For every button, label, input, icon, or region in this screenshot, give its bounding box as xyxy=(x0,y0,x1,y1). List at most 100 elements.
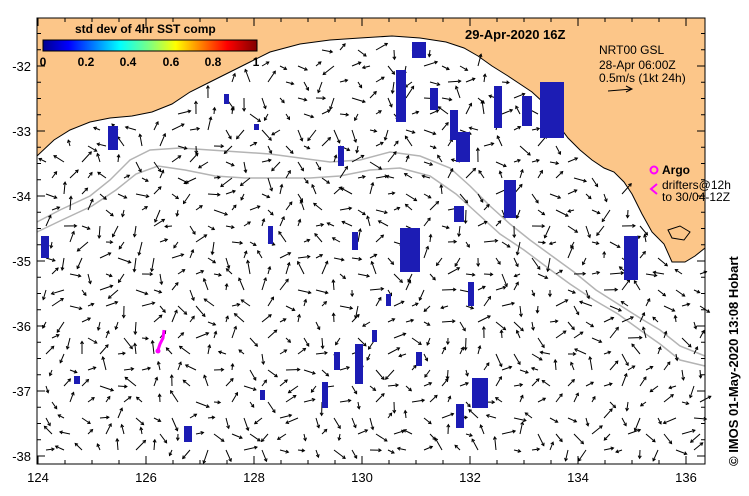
current-arrow xyxy=(182,379,191,387)
current-arrow xyxy=(578,449,587,462)
current-arrow xyxy=(225,190,236,195)
current-arrow xyxy=(267,369,278,378)
current-arrowhead xyxy=(263,379,267,384)
current-arrowhead xyxy=(182,379,187,384)
current-arrowhead xyxy=(119,407,123,412)
current-arrowhead xyxy=(232,204,237,209)
current-arrowhead xyxy=(524,412,529,416)
current-arrowhead xyxy=(652,457,656,462)
current-arrowhead xyxy=(305,87,309,91)
current-arrow xyxy=(124,376,137,387)
current-arrowhead xyxy=(637,235,642,240)
current-arrowhead xyxy=(366,273,371,278)
current-arrowhead xyxy=(395,140,399,145)
current-arrowhead xyxy=(285,420,290,424)
current-arrow xyxy=(351,314,360,323)
current-arrowhead xyxy=(562,330,567,335)
current-arrowhead xyxy=(261,361,266,365)
current-arrow xyxy=(375,393,385,403)
current-arrowhead xyxy=(399,279,403,283)
current-arrow xyxy=(411,111,419,115)
current-arrow xyxy=(339,79,348,83)
current-arrow xyxy=(465,305,474,309)
current-arrowhead xyxy=(378,110,382,114)
current-arrowhead xyxy=(238,435,243,439)
current-arrowhead xyxy=(539,350,544,355)
current-arrowhead xyxy=(299,137,304,142)
current-arrow xyxy=(207,257,216,264)
current-arrowhead xyxy=(181,269,186,273)
current-arrowhead xyxy=(464,415,469,420)
current-arrowhead xyxy=(233,325,238,330)
current-arrow xyxy=(42,289,47,300)
current-arrow xyxy=(236,129,245,140)
current-arrowhead xyxy=(240,299,245,303)
current-arrow xyxy=(441,225,450,229)
current-arrowhead xyxy=(302,347,307,352)
current-arrow xyxy=(141,367,151,371)
current-arrow xyxy=(555,145,561,155)
current-arrowhead xyxy=(90,198,94,203)
current-arrowhead xyxy=(404,135,409,140)
current-arrowhead xyxy=(632,223,636,228)
current-arrow xyxy=(171,310,178,323)
current-arrowhead xyxy=(285,449,290,454)
current-arrowhead xyxy=(435,200,440,205)
current-arrowhead xyxy=(326,222,331,226)
axis-ticks xyxy=(37,18,705,464)
current-arrowhead xyxy=(553,358,558,363)
current-arrow xyxy=(207,321,216,326)
current-arrow xyxy=(589,356,593,371)
current-arrowhead xyxy=(344,78,349,83)
current-arrowhead xyxy=(338,186,343,191)
current-arrowhead xyxy=(182,455,186,460)
current-arrowhead xyxy=(541,211,546,216)
current-arrowhead xyxy=(159,281,164,286)
current-arrowhead xyxy=(303,97,308,102)
current-arrow xyxy=(118,273,125,283)
current-arrow xyxy=(681,369,684,380)
current-arrowhead xyxy=(239,240,244,245)
current-arrow xyxy=(501,366,512,371)
current-arrow xyxy=(69,305,82,310)
current-arrow xyxy=(531,321,534,330)
depth-contour xyxy=(36,147,706,357)
current-arrowhead xyxy=(592,395,596,400)
current-arrow xyxy=(393,207,400,211)
current-arrowhead xyxy=(686,302,691,307)
current-arrow xyxy=(261,379,267,387)
current-arrowhead xyxy=(271,167,275,172)
current-arrow xyxy=(429,201,439,211)
current-arrowhead xyxy=(366,215,370,220)
current-arrow xyxy=(267,177,273,191)
current-arrowhead xyxy=(384,376,389,380)
current-arrow xyxy=(459,382,469,387)
current-arrowhead xyxy=(347,398,352,403)
current-arrow xyxy=(105,209,114,217)
current-arrow xyxy=(351,97,366,103)
current-arrowhead xyxy=(559,393,563,398)
current-arrowhead xyxy=(513,273,518,278)
x-tick-label: 130 xyxy=(351,470,373,485)
current-arrowhead xyxy=(157,393,162,398)
current-arrow xyxy=(693,346,698,355)
current-arrow xyxy=(321,137,331,147)
current-arrow xyxy=(61,257,65,271)
current-arrowhead xyxy=(429,445,434,450)
current-arrowhead xyxy=(226,425,230,430)
current-arrow xyxy=(591,271,600,275)
current-arrowhead xyxy=(203,374,207,379)
current-arrowhead xyxy=(256,437,261,442)
current-arrow xyxy=(519,422,524,435)
current-arrowhead xyxy=(587,234,591,239)
current-arrow xyxy=(609,360,619,371)
current-arrow xyxy=(87,172,93,179)
current-arrow xyxy=(537,397,546,403)
current-arrowhead xyxy=(220,144,225,149)
current-arrowhead xyxy=(55,267,59,272)
current-arrowhead xyxy=(607,350,612,355)
current-arrow xyxy=(97,321,101,331)
current-arrowhead xyxy=(89,428,94,433)
current-arrow xyxy=(105,301,118,307)
current-arrow xyxy=(609,241,621,248)
